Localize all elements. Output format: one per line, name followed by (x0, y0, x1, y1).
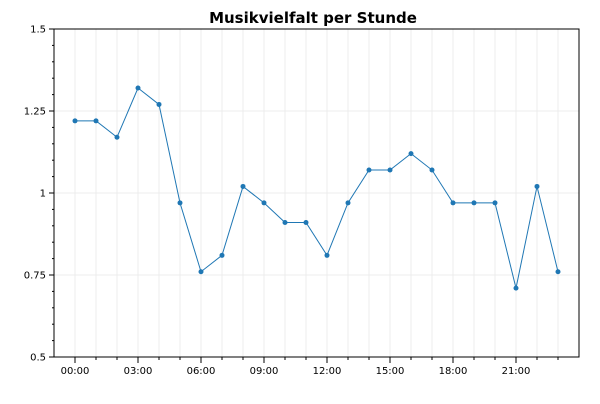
y-tick-label: 0.5 (30, 353, 46, 364)
data-point (198, 269, 204, 275)
x-tick-label: 06:00 (187, 366, 216, 377)
data-point (282, 220, 288, 226)
grid (54, 28, 579, 358)
data-point (93, 118, 99, 124)
data-point (324, 252, 330, 258)
y-tick-label: 1.5 (30, 25, 46, 36)
y-tick-label: 1 (40, 189, 46, 200)
chart-title: Musikvielfalt per Stunde (209, 9, 417, 27)
data-point (345, 200, 351, 206)
data-point (177, 200, 183, 206)
data-point (429, 167, 435, 173)
x-tick-label: 12:00 (313, 366, 342, 377)
data-point (219, 252, 225, 258)
data-point (408, 151, 414, 157)
data-point (513, 285, 519, 291)
x-tick-label: 15:00 (376, 366, 405, 377)
data-point (555, 269, 561, 275)
x-tick-label: 18:00 (439, 366, 468, 377)
data-point (303, 220, 309, 226)
data-point (72, 118, 78, 124)
data-point (387, 167, 393, 173)
series-layer (72, 85, 561, 291)
x-tick-label: 09:00 (250, 366, 279, 377)
series-line (75, 87, 559, 289)
data-point (261, 200, 267, 206)
data-point (450, 200, 456, 206)
axes: 0.5 0.75 1 1.25 1.5 00:00 03:00 06:00 09:00 12:00… (24, 25, 580, 377)
data-point (492, 200, 498, 206)
data-point (135, 85, 141, 91)
data-point (114, 134, 120, 140)
y-tick-label: 0.75 (24, 271, 46, 282)
y-tick-label: 1.25 (24, 107, 46, 118)
data-point (156, 101, 162, 107)
data-point (240, 183, 246, 189)
data-point (471, 200, 477, 206)
data-point (366, 167, 372, 173)
x-tick-label: 03:00 (124, 366, 153, 377)
data-point (534, 183, 540, 189)
x-tick-label: 21:00 (502, 366, 531, 377)
x-tick-label: 00:00 (61, 366, 90, 377)
